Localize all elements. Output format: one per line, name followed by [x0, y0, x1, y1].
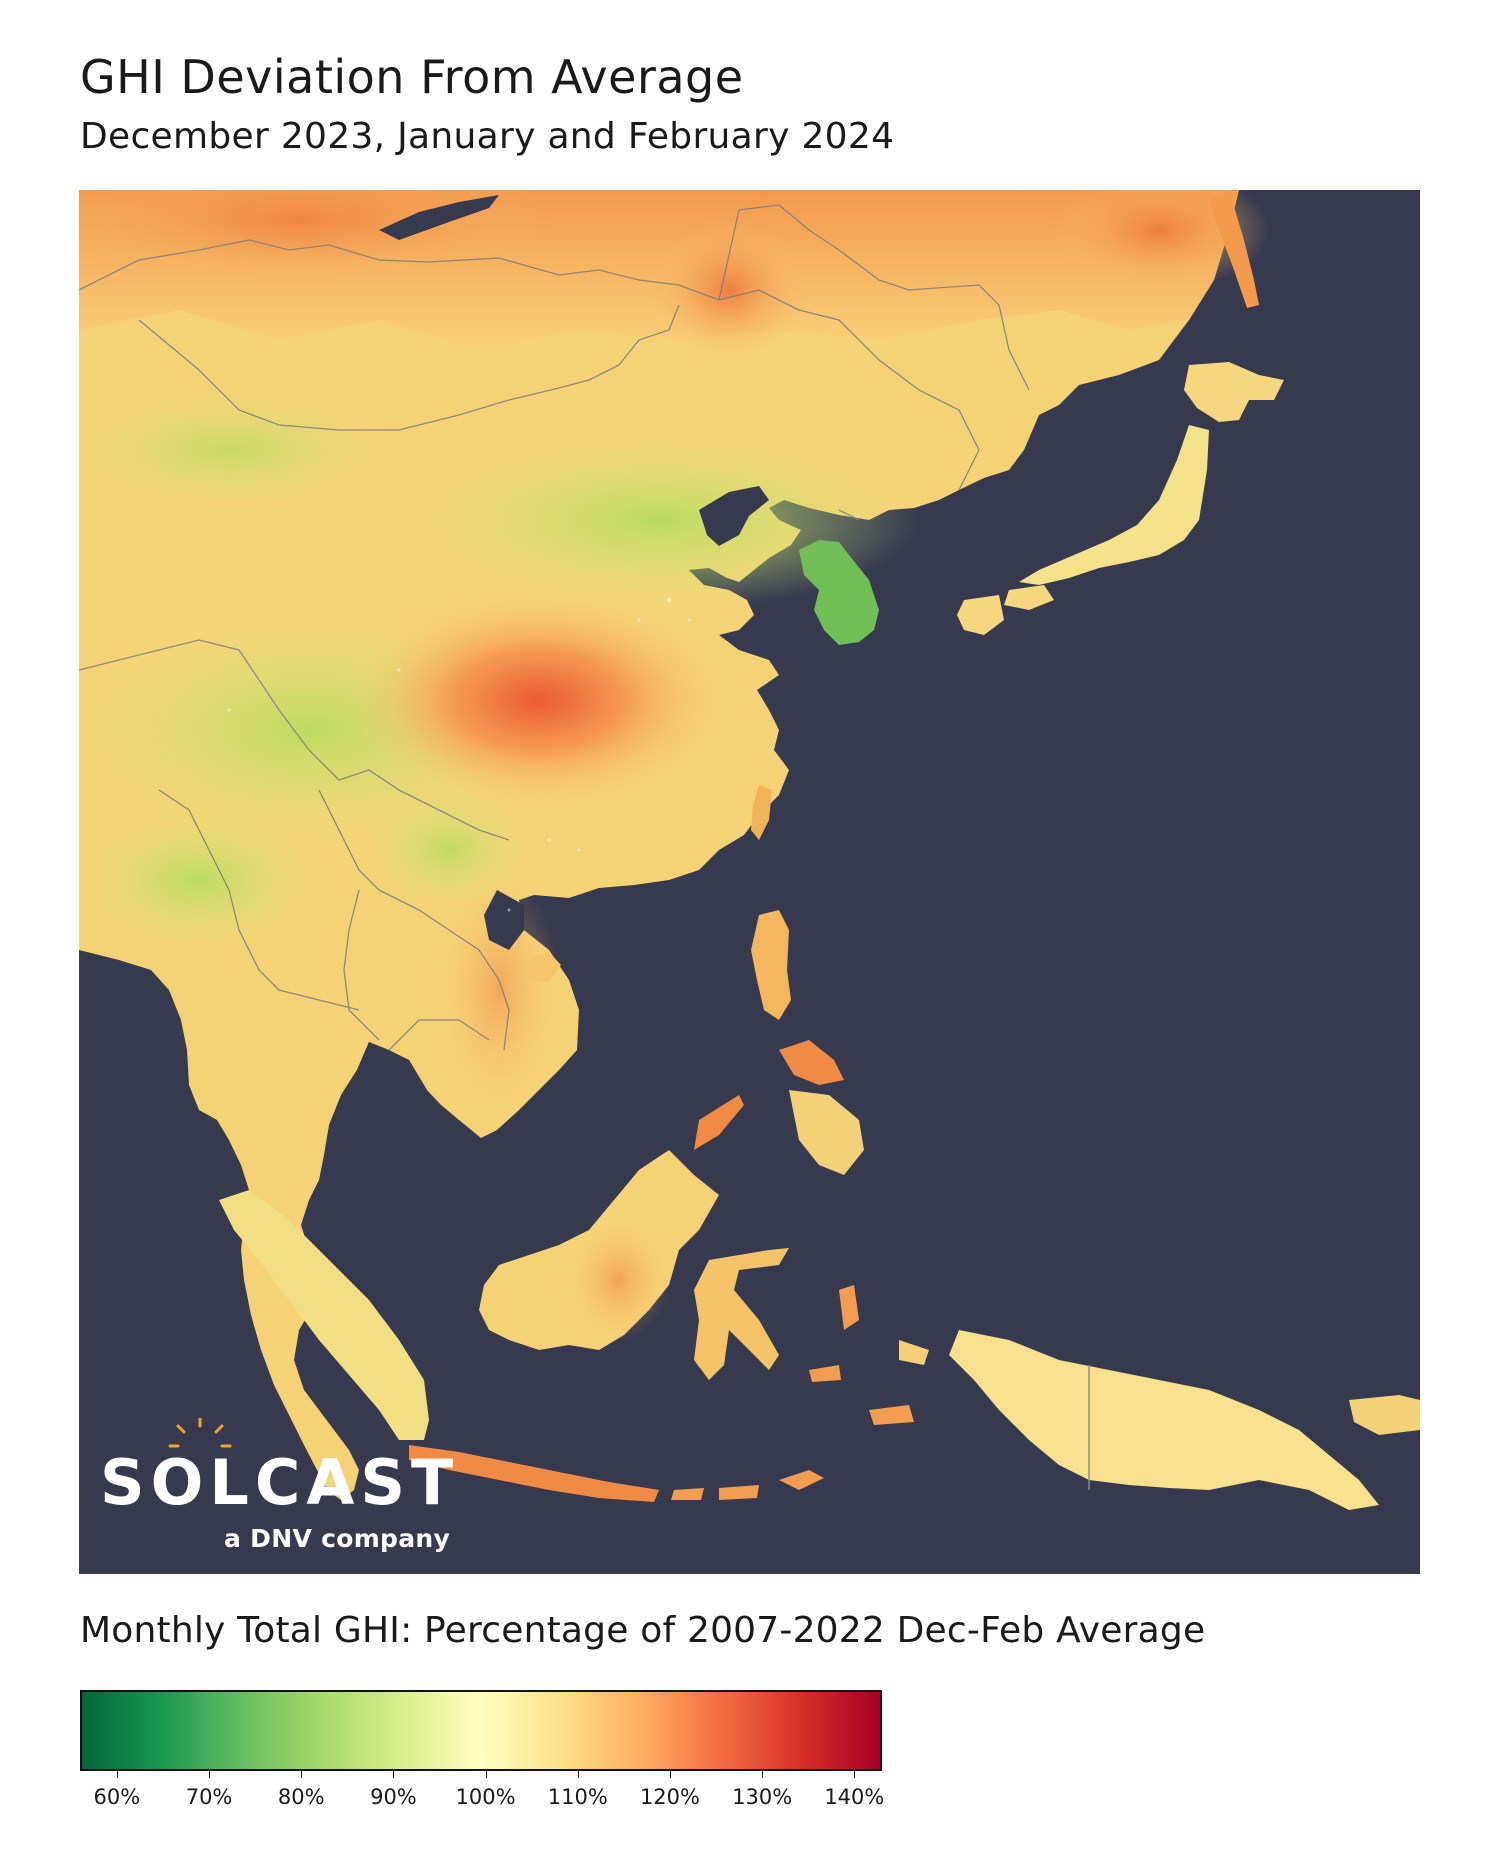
tick-label: 130%	[722, 1770, 802, 1809]
tick-label-text: 60%	[93, 1785, 141, 1809]
logo-tagline: a DNV company	[224, 1524, 451, 1553]
new-guinea	[949, 1330, 1379, 1510]
sumatra	[219, 1190, 429, 1440]
tick-label: 60%	[77, 1770, 157, 1809]
tick-label-text: 100%	[455, 1785, 516, 1809]
philippines	[694, 910, 864, 1175]
sakhalin	[1209, 190, 1259, 308]
tick-label-text: 110%	[547, 1785, 608, 1809]
tick-label: 90%	[353, 1770, 433, 1809]
logo-wordmark: SOLCAST	[100, 1446, 460, 1519]
taiwan	[751, 785, 772, 840]
chart-title: GHI Deviation From Average	[80, 50, 744, 104]
tick-label-text: 90%	[370, 1785, 417, 1809]
tick-label: 70%	[169, 1770, 249, 1809]
mainland-asia	[79, 190, 1269, 1500]
tick-label-text: 70%	[185, 1785, 233, 1809]
color-scale-ticks: 60% 70% 80% 90% 100% 110% 120% 130% 140%	[77, 1770, 884, 1811]
moluccas	[809, 1285, 914, 1425]
tick-label-text: 140%	[824, 1785, 885, 1809]
tick-label-text: 80%	[277, 1785, 325, 1809]
hainan	[524, 952, 561, 982]
chart-subtitle: December 2023, January and February 2024	[80, 116, 895, 157]
country-borders	[79, 204, 1030, 1051]
tick-label-text: 130%	[732, 1785, 793, 1809]
tick-label: 110%	[538, 1770, 618, 1809]
color-scale-bar	[80, 1690, 882, 1771]
solcast-logo: SOLCAST a DNV company	[100, 1418, 460, 1563]
tick-label: 100%	[446, 1770, 526, 1809]
korea	[799, 540, 879, 645]
tick-label: 120%	[630, 1770, 710, 1809]
tick-label-text: 120%	[639, 1785, 700, 1809]
map-canvas	[79, 190, 1420, 1510]
ghi-deviation-map	[79, 190, 1420, 1574]
sun-icon	[168, 1418, 232, 1448]
data-speckle	[227, 598, 691, 912]
lesser-sunda-islands	[671, 1470, 824, 1500]
tick-label: 80%	[261, 1770, 341, 1809]
japan	[957, 362, 1284, 635]
sulawesi	[694, 1248, 789, 1380]
java	[409, 1445, 659, 1502]
tick-label: 140%	[814, 1770, 894, 1809]
legend-title: Monthly Total GHI: Percentage of 2007-20…	[80, 1610, 1206, 1651]
